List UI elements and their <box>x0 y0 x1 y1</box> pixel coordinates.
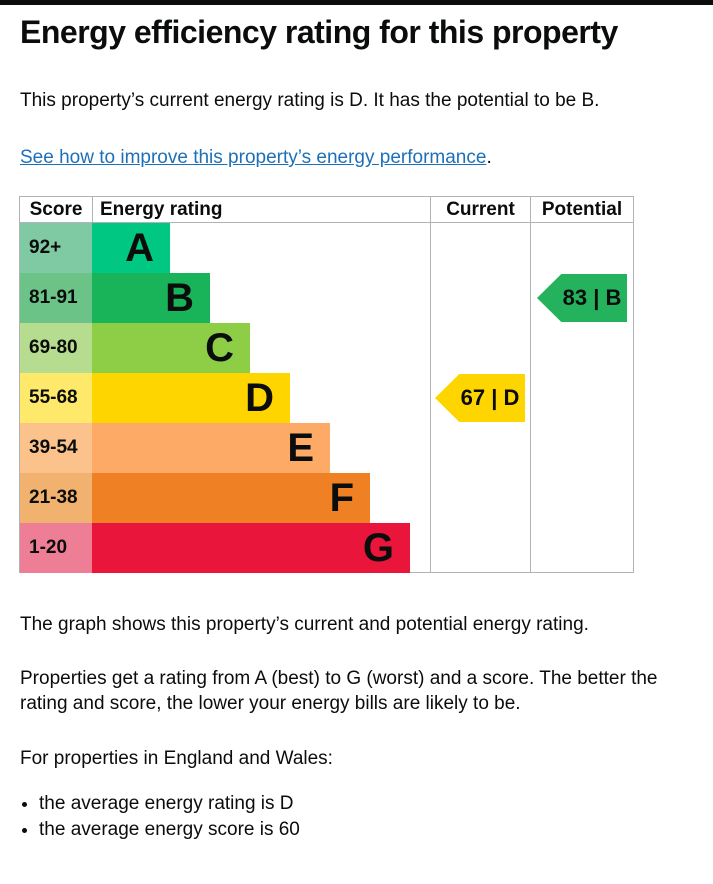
chart-header-potential: Potential <box>541 199 623 220</box>
band-row-g: 1-20 G <box>20 523 430 573</box>
band-bar-a: A <box>92 223 170 273</box>
band-score-e: 39-54 <box>20 423 92 473</box>
average-rating-item: the average energy rating is D <box>39 791 713 816</box>
band-score-f: 21-38 <box>20 473 92 523</box>
energy-rating-chart: Score Energy rating Current Potential 92… <box>19 196 634 573</box>
band-bar-b: B <box>92 273 210 323</box>
band-score-a: 92+ <box>20 223 92 273</box>
average-stats-list: the average energy rating is D the avera… <box>0 791 713 842</box>
band-score-g: 1-20 <box>20 523 92 573</box>
potential-column-divider <box>530 197 531 572</box>
band-bar-d: D <box>92 373 290 423</box>
improve-link-suffix: . <box>486 147 492 168</box>
band-row-c: 69-80 C <box>20 323 430 373</box>
average-score-item: the average energy score is 60 <box>39 817 713 842</box>
band-row-b: 81-91 B <box>20 273 430 323</box>
score-column-divider <box>92 197 93 223</box>
band-letter-f: F <box>329 476 354 520</box>
band-bar-e: E <box>92 423 330 473</box>
band-letter-d: D <box>245 376 274 420</box>
band-letter-a: A <box>125 226 154 270</box>
chart-header-current: Current <box>446 199 515 220</box>
band-letter-e: E <box>287 426 314 470</box>
improve-link-paragraph: See how to improve this property’s energ… <box>20 145 693 170</box>
potential-rating-arrow: 83 | B <box>537 274 627 322</box>
band-row-f: 21-38 F <box>20 473 430 523</box>
band-letter-c: C <box>205 326 234 370</box>
chart-caption: The graph shows this property’s current … <box>20 614 589 635</box>
chart-header-rating: Energy rating <box>100 199 223 220</box>
band-letter-g: G <box>362 526 394 570</box>
rating-explanation: Properties get a rating from A (best) to… <box>20 668 658 714</box>
chart-header-score: Score <box>29 199 83 220</box>
band-bar-c: C <box>92 323 250 373</box>
band-bar-g: G <box>92 523 410 573</box>
page-title: Energy efficiency rating for this proper… <box>20 14 618 50</box>
chart-header-row: Score Energy rating Current Potential <box>20 197 633 223</box>
header-divider-bar <box>0 0 713 5</box>
band-bar-f: F <box>92 473 370 523</box>
band-row-e: 39-54 E <box>20 423 430 473</box>
band-row-a: 92+ A <box>20 223 430 273</box>
intro-text: This property’s current energy rating is… <box>20 90 600 111</box>
current-rating-arrow: 67 | D <box>435 374 525 422</box>
current-column-divider <box>430 197 431 572</box>
band-score-b: 81-91 <box>20 273 92 323</box>
band-row-d: 55-68 D <box>20 373 430 423</box>
band-score-d: 55-68 <box>20 373 92 423</box>
improve-link[interactable]: See how to improve this property’s energ… <box>20 147 487 168</box>
band-letter-b: B <box>165 276 194 320</box>
band-score-c: 69-80 <box>20 323 92 373</box>
region-heading: For properties in England and Wales: <box>20 748 333 769</box>
